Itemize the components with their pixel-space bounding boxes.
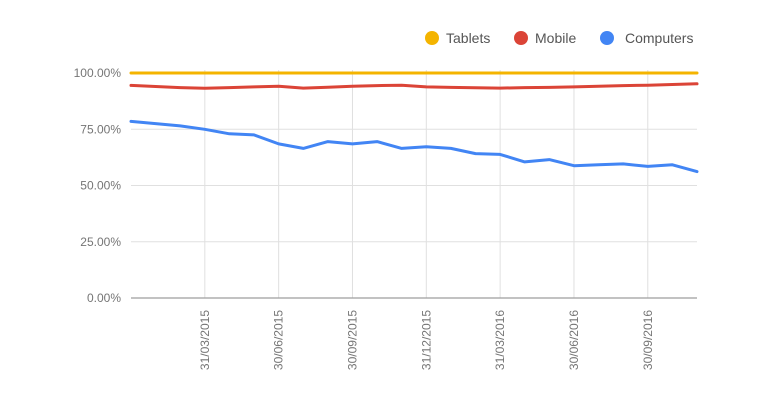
y-tick-label: 0.00% <box>87 291 121 305</box>
series-lines <box>129 71 699 174</box>
series-line-computers <box>129 119 699 174</box>
legend-item-tablets[interactable]: Tablets <box>425 30 490 46</box>
x-tick-label: 31/03/2016 <box>493 310 507 370</box>
x-tick-label: 30/06/2016 <box>567 310 581 370</box>
legend-swatch <box>600 31 614 45</box>
y-tick-label: 100.00% <box>74 66 122 80</box>
y-tick-label: 75.00% <box>80 122 121 136</box>
gridlines <box>131 70 697 298</box>
legend-item-mobile[interactable]: Mobile <box>514 30 576 46</box>
y-tick-label: 25.00% <box>80 235 121 249</box>
legend-swatch <box>514 31 528 45</box>
x-tick-label: 30/09/2016 <box>641 310 655 370</box>
series-line-mobile <box>129 82 699 90</box>
x-tick-label: 30/09/2015 <box>345 310 359 370</box>
legend-item-computers[interactable]: Computers <box>600 30 693 46</box>
legend-swatch <box>425 31 439 45</box>
x-tick-label: 30/06/2015 <box>272 310 286 370</box>
x-tick-label: 31/03/2015 <box>198 310 212 370</box>
y-tick-label: 50.00% <box>80 179 121 193</box>
y-axis: 0.00% 25.00% 50.00% 75.00% 100.00% <box>74 66 122 305</box>
x-tick-label: 31/12/2015 <box>419 310 433 370</box>
legend-label: Tablets <box>446 30 490 46</box>
legend-label: Mobile <box>535 30 576 46</box>
x-axis: 31/03/2015 30/06/2015 30/09/2015 31/12/2015… <box>131 297 697 370</box>
legend[interactable]: Tablets Mobile Computers <box>425 30 693 46</box>
legend-label: Computers <box>625 30 693 46</box>
